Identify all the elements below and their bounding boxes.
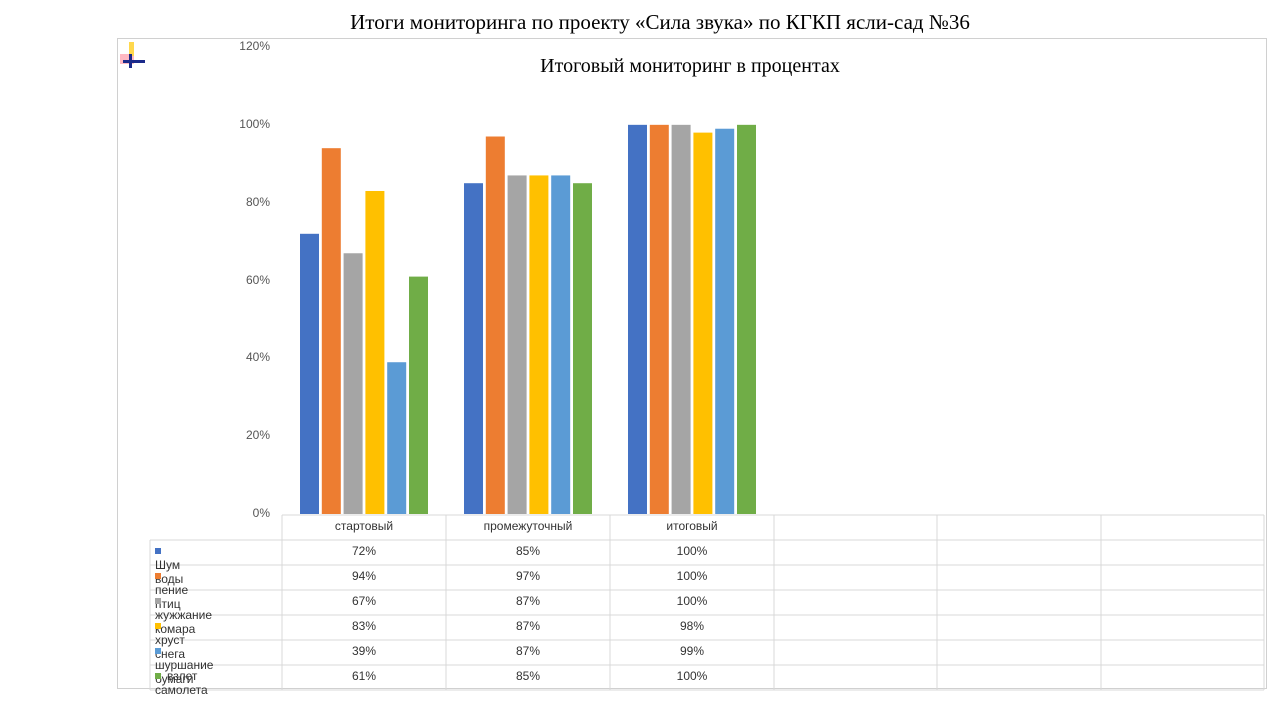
bar [321, 148, 341, 514]
cursor-icon [120, 42, 145, 68]
data-label: 100% [676, 569, 708, 583]
bar [387, 362, 407, 514]
y-tick-label: 20% [245, 428, 270, 443]
legend-entry: Шум воды [155, 544, 183, 586]
legend-label: Шум воды [155, 558, 184, 586]
data-label: 97% [515, 569, 541, 583]
bar [529, 175, 549, 515]
legend-entry: жужжание комара [155, 594, 212, 636]
data-label: 98% [679, 619, 705, 633]
data-label: 61% [351, 669, 377, 683]
legend-label: пение птиц [155, 583, 189, 611]
y-tick-label: 120% [239, 39, 270, 53]
x-tick-label: стартовый [334, 519, 394, 533]
data-label: 39% [351, 644, 377, 658]
data-label: 100% [676, 594, 708, 608]
slide-title: Итоги мониторинга по проекту «Сила звука… [350, 10, 970, 34]
data-label: 99% [679, 644, 705, 658]
legend-swatch [155, 672, 161, 679]
data-label: 87% [515, 644, 541, 658]
y-tick-label: 40% [245, 350, 270, 365]
legend-swatch [155, 622, 161, 629]
bar [551, 175, 571, 515]
legend-label: шуршание бумаги [155, 658, 214, 686]
bar [365, 190, 385, 514]
x-tick-label: промежуточный [483, 519, 573, 533]
legend-entry: взлет самолета [155, 669, 208, 697]
data-label: 85% [515, 544, 541, 558]
bar [649, 124, 669, 514]
y-tick-label: 60% [245, 272, 270, 287]
bar [343, 253, 363, 514]
legend-label: хруст снега [155, 633, 186, 661]
data-label: 87% [515, 619, 541, 633]
data-label: 83% [351, 619, 377, 633]
bar [671, 124, 691, 514]
chart-title: Итоговый мониторинг в процентах [540, 55, 840, 77]
bar [693, 132, 713, 514]
bar [573, 183, 592, 515]
y-tick-label: 100% [239, 116, 270, 131]
bar [485, 136, 505, 514]
legend-swatch [155, 547, 161, 554]
legend-entry: пение птиц [155, 569, 188, 611]
legend-swatch [155, 647, 161, 654]
data-label: 100% [676, 544, 708, 558]
legend-entry: шуршание бумаги [155, 644, 213, 686]
bar [715, 128, 735, 514]
y-tick-label: 80% [245, 194, 270, 209]
legend-entry: хруст снега [155, 619, 185, 661]
data-label: 72% [351, 544, 377, 558]
data-label: 94% [351, 569, 377, 583]
data-label: 67% [351, 594, 377, 608]
y-tick-label: 0% [252, 506, 270, 520]
bar [507, 175, 527, 515]
data-label: 87% [515, 594, 541, 608]
bar [628, 124, 647, 514]
bar [737, 124, 756, 514]
bar [300, 233, 319, 515]
x-tick-label: итоговый [666, 519, 718, 533]
bar [464, 183, 483, 515]
legend-swatch [155, 572, 161, 579]
bar [409, 276, 428, 514]
legend-label: взлет самолета [155, 669, 208, 697]
data-label: 100% [676, 669, 708, 683]
legend-label: жужжание комара [155, 608, 213, 636]
data-label: 85% [515, 669, 541, 683]
chart-frame [117, 38, 1267, 689]
legend-swatch [155, 597, 161, 604]
